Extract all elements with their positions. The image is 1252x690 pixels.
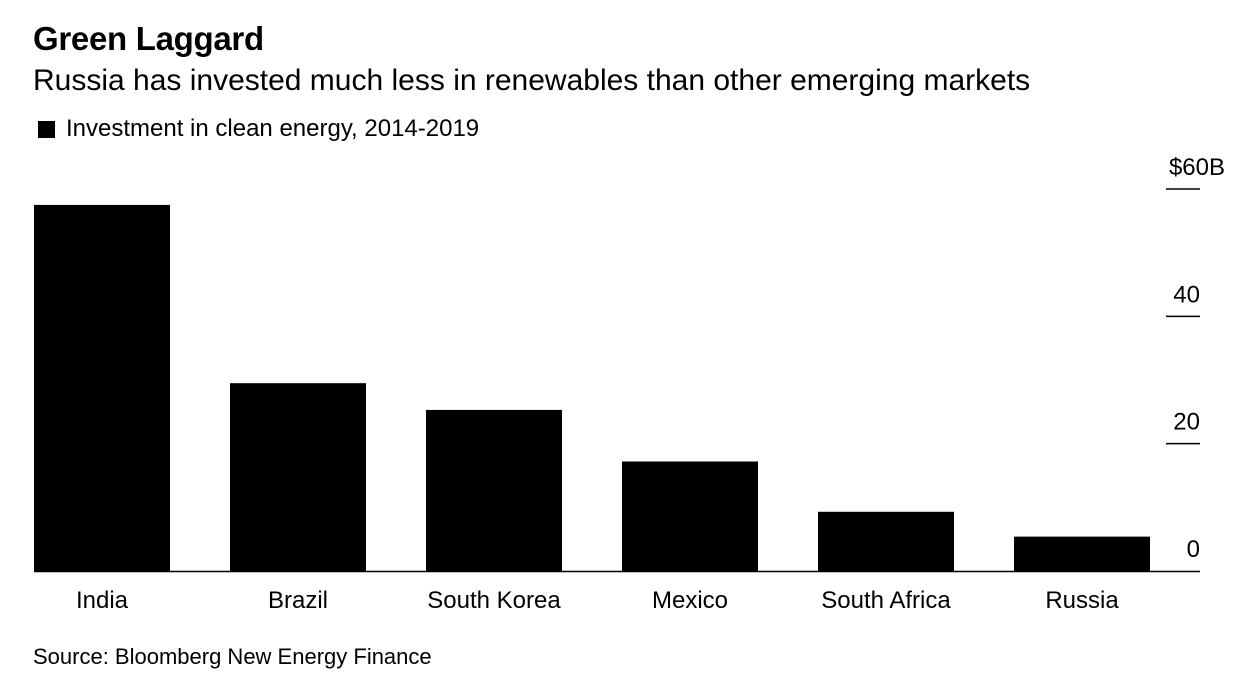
- y-tick-label: $60B: [1169, 154, 1225, 181]
- chart-title: Green Laggard: [33, 20, 264, 57]
- y-tick-label: 40: [1173, 281, 1200, 308]
- bar-mexico: [622, 461, 758, 571]
- bar-brazil: [230, 383, 366, 571]
- legend-swatch: [38, 120, 55, 138]
- source-note: Source: Bloomberg New Energy Finance: [33, 644, 432, 669]
- bar-russia: [1014, 536, 1150, 571]
- x-tick-label: Mexico: [652, 587, 728, 614]
- legend-label: Investment in clean energy, 2014-2019: [66, 115, 480, 142]
- bar-india: [34, 204, 170, 571]
- x-tick-label: South Africa: [821, 587, 951, 614]
- bar-south-korea: [426, 409, 562, 571]
- y-tick-label: 0: [1187, 536, 1200, 563]
- x-tick-label: Russia: [1045, 587, 1119, 614]
- chart-subtitle: Russia has invested much less in renewab…: [33, 64, 1031, 97]
- bar-south-africa: [818, 511, 954, 571]
- x-tick-label: India: [76, 587, 129, 614]
- y-tick-label: 20: [1173, 409, 1200, 436]
- legend: Investment in clean energy, 2014-2019: [38, 115, 479, 143]
- x-tick-label: South Korea: [427, 587, 561, 614]
- x-tick-label: Brazil: [268, 587, 328, 614]
